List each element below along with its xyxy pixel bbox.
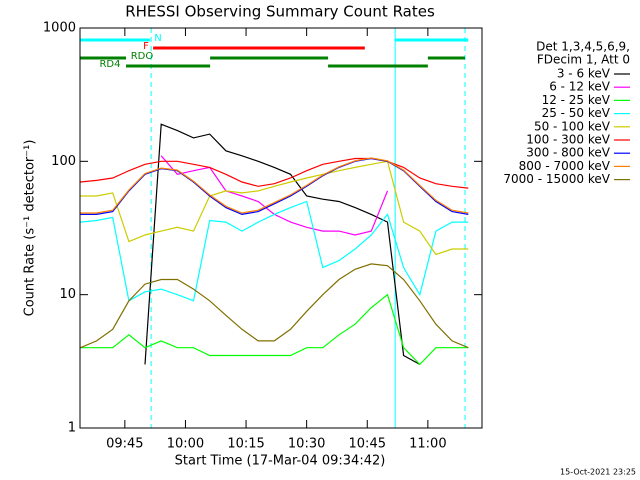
legend-label: 50 - 100 keV <box>534 119 611 133</box>
series-line <box>80 293 469 366</box>
legend-label: 100 - 300 keV <box>526 133 610 147</box>
series-line <box>80 157 469 189</box>
footer: 15-Oct-2021 23:25 <box>560 468 636 477</box>
flag-label: F <box>143 41 149 52</box>
chart-title: RHESSI Observing Summary Count Rates <box>125 3 435 21</box>
legend-label: 25 - 50 keV <box>542 106 611 120</box>
x-tick-label: 10:00 <box>167 437 204 452</box>
flag-label: RD4 <box>99 59 120 70</box>
y-tick-label: 1000 <box>43 21 76 36</box>
series-line <box>80 157 469 214</box>
plot-frame <box>79 27 483 429</box>
legend-label: 800 - 7000 keV <box>519 159 611 173</box>
legend-header: FDecim 1, Att 0 <box>537 53 630 67</box>
y-axis-label: Count Rate (s⁻¹ detector⁻¹) <box>23 140 38 317</box>
y-tick-label: 1 <box>68 421 76 436</box>
series-line <box>144 123 421 365</box>
x-tick-label: 11:00 <box>409 437 446 452</box>
series-line <box>80 263 469 349</box>
legend-label: 12 - 25 keV <box>542 93 611 107</box>
legend-header: Det 1,3,4,5,6,9, <box>536 40 630 54</box>
legend-label: 7000 - 15000 keV <box>503 172 610 186</box>
legend-label: 3 - 6 keV <box>557 67 611 81</box>
series-line <box>80 160 469 256</box>
flag-label: RDO <box>131 51 154 62</box>
y-tick-label: 100 <box>51 154 76 169</box>
x-tick-label: 10:45 <box>349 437 386 452</box>
legend-label: 6 - 12 keV <box>549 80 611 94</box>
series-line <box>80 200 469 302</box>
y-tick-label: 10 <box>59 287 76 302</box>
x-axis-label: Start Time (17-Mar-04 09:34:42) <box>175 454 386 469</box>
x-tick-label: 10:30 <box>288 437 325 452</box>
x-tick-label: 09:45 <box>106 437 143 452</box>
flag-label: N <box>154 33 161 44</box>
legend-label: 300 - 800 keV <box>526 146 610 160</box>
x-tick-label: 10:15 <box>227 437 264 452</box>
